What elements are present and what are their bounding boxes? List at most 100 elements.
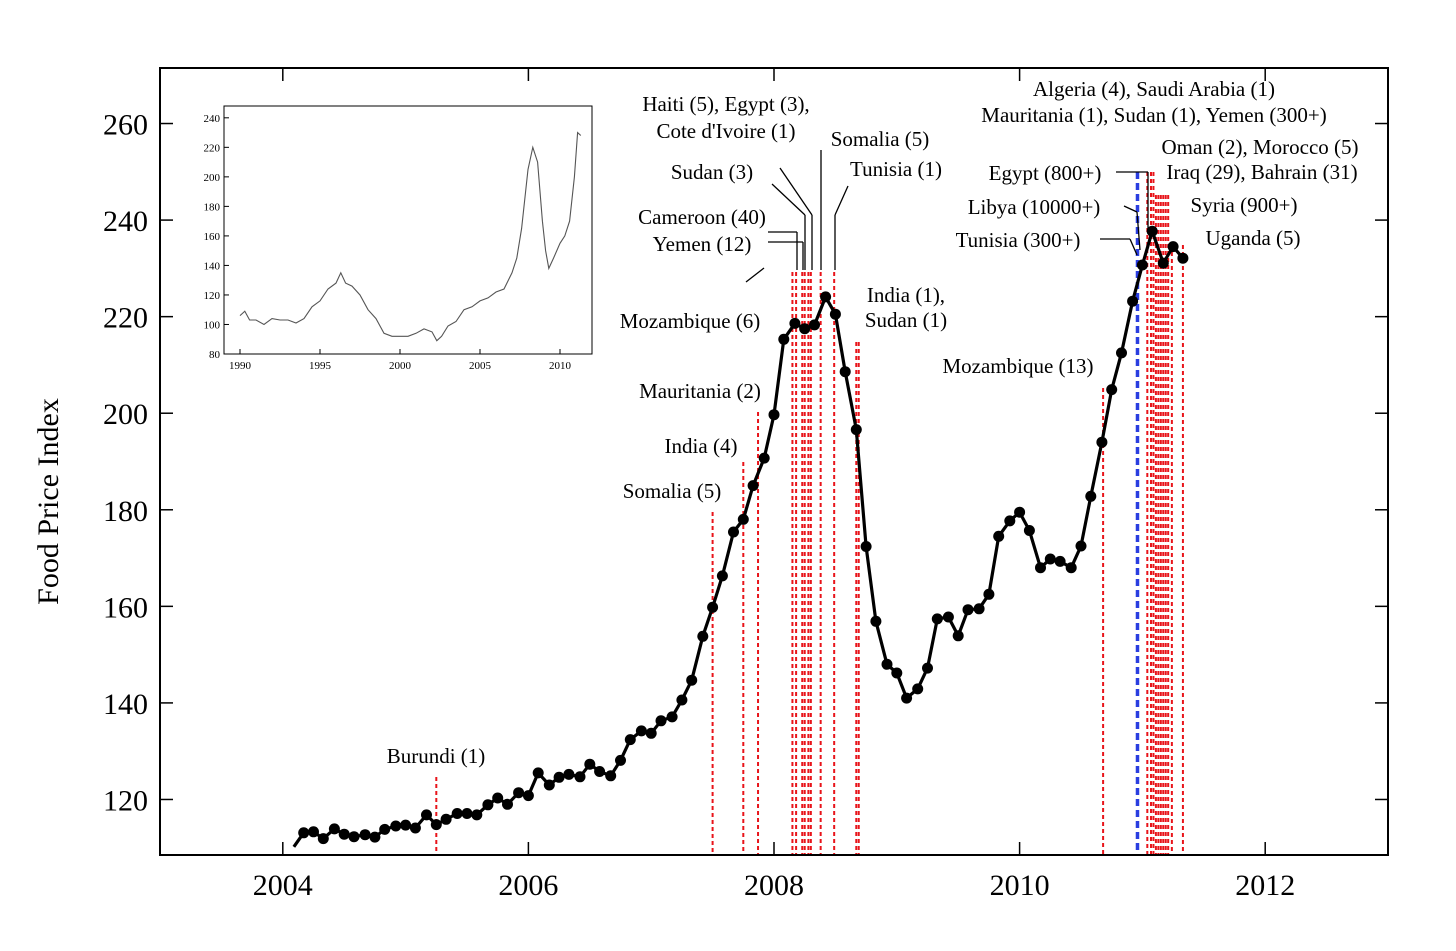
data-point [716,570,728,582]
data-point [430,819,442,831]
data-point [1054,555,1066,567]
event-annotation-line: Burundi (1) [387,744,486,768]
event-annotation: Yemen (12) [653,232,752,256]
data-point [1023,525,1035,536]
inset-series [239,131,582,342]
data-point [471,809,483,821]
y-axis-label: Food Price Index [32,398,65,605]
event-annotation-line: Algeria (4), Saudi Arabia (1) [1033,77,1275,101]
axes: 2004 2006 2008 2010 2012 120 140 160 180 200 220 24… [103,68,1388,902]
data-point [522,790,534,802]
data-point [594,766,606,777]
event-annotation-line: Egypt (800+) [989,161,1102,185]
event-annotation-line: Mozambique (13) [942,354,1093,378]
data-point [922,662,933,674]
y-tick-label: 240 [103,205,148,238]
data-point [912,683,924,695]
data-point [983,588,995,600]
data-point [317,833,329,845]
data-point [308,826,319,838]
event-annotation-line: Sudan (3) [671,160,753,184]
data-point [502,798,513,810]
data-point [400,819,412,831]
data-point [1065,562,1077,574]
data-point [1167,241,1179,253]
event-annotation-line: Syria (900+) [1191,193,1298,217]
leader-line [834,185,849,216]
event-annotation-line: Sudan (1) [865,308,947,332]
inset-series-line [239,131,582,342]
x-tick-label: 2012 [1235,869,1295,902]
data-point [440,813,452,825]
data-point [676,694,688,706]
event-annotation-line: Tunisia (300+) [956,228,1081,252]
inset-y-tick-label: 180 [204,201,221,213]
inset-y-tick-label: 100 [204,319,221,331]
data-point [881,658,893,670]
event-annotation-line: Mauritania (2) [639,379,761,403]
event-annotation-line: Libya (10000+) [968,195,1101,219]
data-point [1146,225,1158,237]
x-tick-label: 2008 [744,869,804,902]
data-point [850,424,862,436]
inset-chart: 1990 1995 2000 2005 2010 80 100 120 140 160 180 200… [204,105,593,372]
data-point [584,758,596,770]
x-tick-label: 2006 [498,869,558,902]
data-point [942,611,954,623]
data-point [532,767,544,779]
y-tick-label: 260 [103,109,148,142]
inset-y-tick-label: 80 [209,349,221,361]
data-point [348,831,360,843]
data-point [747,480,759,492]
inset-y-tick-label: 140 [204,260,221,272]
inset-y-tick-label: 160 [204,231,221,243]
data-point [973,603,985,615]
event-annotation-line: Yemen (12) [653,232,752,256]
data-point [860,541,872,552]
data-point [758,452,770,464]
event-annotation: Burundi (1) [387,744,486,768]
inset-axes: 1990 1995 2000 2005 2010 80 100 120 140 160 180 200… [204,113,572,372]
event-annotation-line: India (4) [665,434,738,458]
event-annotation: Tunisia (300+) [956,228,1081,252]
y-tick-label: 220 [103,302,148,335]
inset-frame [223,105,593,355]
y-tick-label: 160 [103,591,148,624]
data-point [1116,347,1127,359]
data-point [707,601,719,613]
event-annotation-line: Somalia (5) [831,127,930,151]
data-point [655,715,667,727]
data-point [789,317,801,329]
event-annotation: Syria (900+) [1191,193,1298,217]
event-annotation: Oman (2), Morocco (5) [1161,135,1358,159]
inset-y-tick-label: 240 [204,113,221,125]
data-point [390,820,402,832]
event-annotation: Libya (10000+) [968,195,1101,219]
event-annotation: Egypt (800+) [989,161,1102,185]
data-point [799,323,811,335]
y-tick-label: 140 [103,688,148,721]
data-point [686,674,698,686]
inset-y-tick-label: 120 [204,290,221,302]
data-point [1106,384,1118,396]
inset-x-tick-label: 2005 [469,360,492,372]
data-point [829,308,841,320]
data-point [1177,252,1189,264]
data-point [645,727,657,739]
event-annotation: Uganda (5) [1205,226,1300,250]
data-point [820,291,832,303]
data-point [1085,490,1097,502]
event-annotation: Tunisia (1) [850,157,942,181]
event-annotation: Cameroon (40) [638,205,766,229]
inset-y-tick-label: 200 [204,172,221,184]
main-chart: 2004 2006 2008 2010 2012 120 140 160 180 200 220 24… [32,67,1389,902]
data-point [513,787,525,799]
data-point [737,513,749,525]
event-annotation-line: Oman (2), Morocco (5) [1161,135,1358,159]
data-point [1044,553,1056,565]
data-point [993,530,1005,542]
data-point [962,604,974,616]
data-point [697,630,709,642]
data-point [635,725,647,737]
data-point [553,771,565,783]
